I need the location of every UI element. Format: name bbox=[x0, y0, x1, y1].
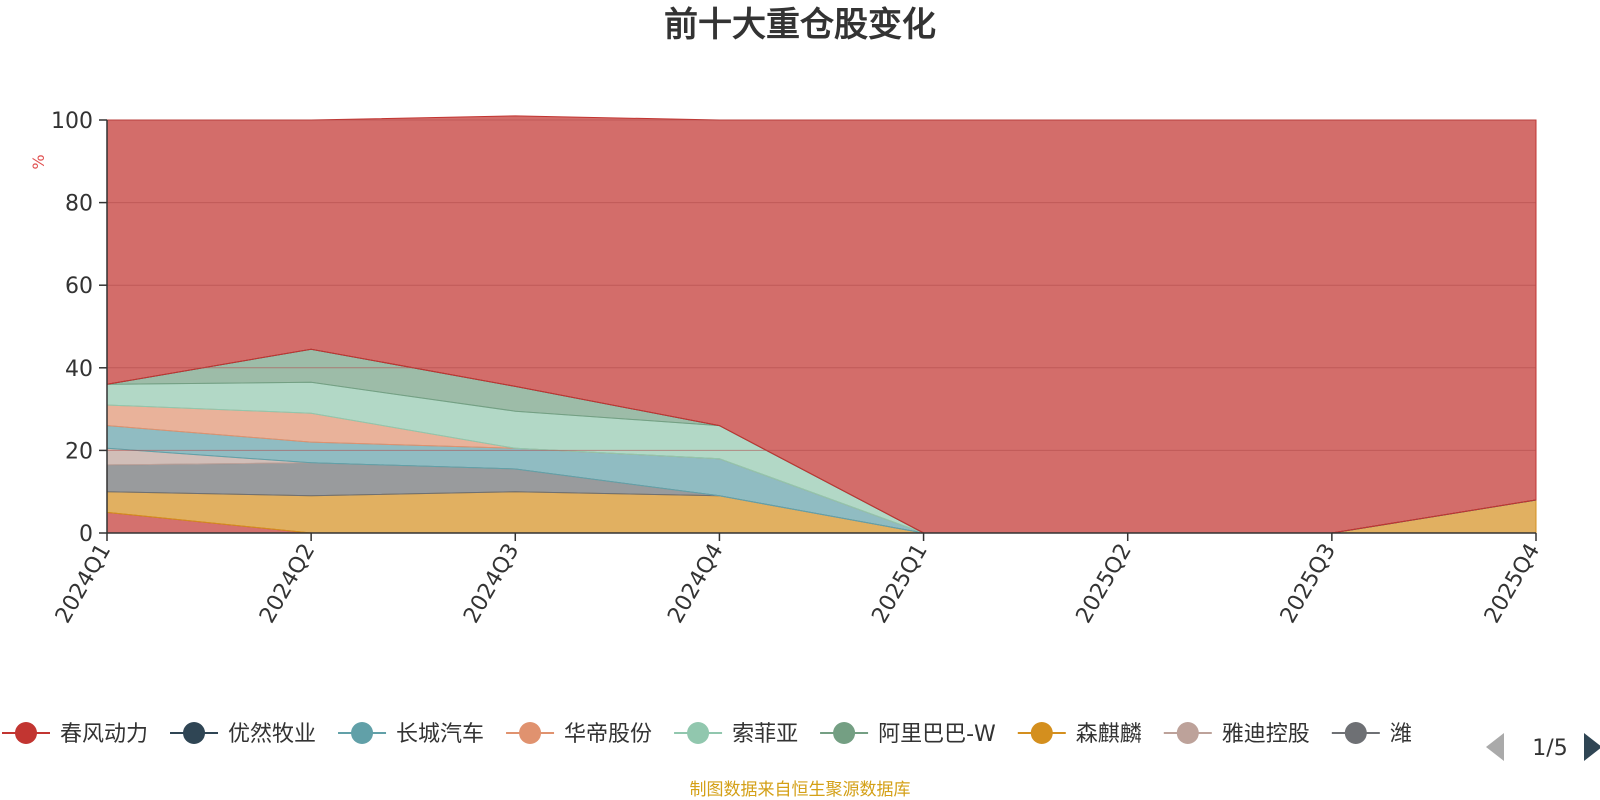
area-series-10[interactable] bbox=[106, 115, 1537, 534]
legend-circle-icon bbox=[183, 722, 206, 744]
legend-item[interactable]: 森麒麟 bbox=[1017, 722, 1142, 747]
y-axis-unit: % bbox=[29, 154, 48, 169]
x-tick-label: 2024Q2 bbox=[255, 540, 320, 628]
x-axis-ticks: 2024Q1 2024Q2 2024Q3 2024Q4 2025Q1 2025Q2 2025… bbox=[51, 540, 1545, 628]
x-tick-label: 2025Q2 bbox=[1072, 540, 1137, 628]
chart-title: 前十大重仓股变化 bbox=[664, 5, 936, 45]
legend-circle-icon bbox=[687, 722, 710, 744]
x-tick-label: 2024Q3 bbox=[459, 540, 524, 628]
legend-circle-icon bbox=[1030, 722, 1053, 744]
x-tick-label: 2025Q3 bbox=[1276, 540, 1341, 628]
legend-item[interactable]: 阿里巴巴-W bbox=[820, 722, 996, 747]
legend-label: 雅迪控股 bbox=[1222, 722, 1310, 747]
legend-label: 优然牧业 bbox=[228, 722, 316, 747]
x-tick-label: 2024Q1 bbox=[51, 540, 116, 628]
legend-item[interactable]: 雅迪控股 bbox=[1163, 722, 1310, 747]
data-source-note: 制图数据来自恒生聚源数据库 bbox=[690, 780, 911, 800]
legend-item[interactable]: 春风动力 bbox=[2, 722, 148, 747]
legend-item[interactable]: 长城汽车 bbox=[338, 722, 484, 747]
legend-label: 长城汽车 bbox=[396, 722, 484, 747]
y-axis-ticks: 0 20 40 60 80 100 bbox=[51, 109, 93, 547]
y-tick-label: 20 bbox=[65, 439, 93, 464]
legend-circle-icon bbox=[15, 722, 37, 744]
legend-label: 潍 bbox=[1390, 722, 1412, 747]
legend-circle-icon bbox=[519, 722, 542, 744]
legend-label: 华帝股份 bbox=[564, 722, 652, 747]
y-tick-label: 100 bbox=[51, 109, 93, 134]
legend-circle-icon bbox=[1176, 722, 1199, 744]
x-tick-label: 2025Q1 bbox=[867, 540, 932, 628]
legend-item[interactable]: 优然牧业 bbox=[170, 722, 316, 747]
legend-next-icon[interactable] bbox=[1584, 733, 1600, 761]
legend-item[interactable]: 华帝股份 bbox=[506, 722, 652, 747]
legend-page-indicator: 1/5 bbox=[1532, 736, 1567, 761]
y-tick-label: 60 bbox=[65, 274, 93, 299]
legend-label: 索菲亚 bbox=[732, 722, 798, 747]
legend-label: 森麒麟 bbox=[1076, 722, 1142, 747]
axes bbox=[99, 119, 1537, 541]
legend-prev-icon[interactable] bbox=[1486, 733, 1504, 761]
x-tick-label: 2025Q4 bbox=[1480, 540, 1545, 628]
grid-lines bbox=[107, 119, 1536, 451]
stacked-areas bbox=[106, 115, 1537, 534]
legend-circle-icon bbox=[351, 722, 374, 744]
legend-item[interactable]: 索菲亚 bbox=[674, 722, 798, 747]
legend-item[interactable]: 潍 bbox=[1331, 722, 1412, 747]
legend-circle-icon bbox=[833, 722, 856, 744]
y-tick-label: 40 bbox=[65, 357, 93, 382]
y-tick-label: 0 bbox=[79, 522, 93, 547]
x-tick-label: 2024Q4 bbox=[663, 540, 728, 628]
y-tick-label: 80 bbox=[65, 192, 93, 217]
legend-label: 阿里巴巴-W bbox=[878, 722, 996, 747]
legend-circle-icon bbox=[1344, 722, 1367, 744]
legend-label: 春风动力 bbox=[60, 722, 148, 747]
legend[interactable]: 春风动力 优然牧业 长城汽车 华帝股份 索菲亚 阿里巴巴-W 森麒麟 雅迪控股 潍 bbox=[2, 722, 1412, 747]
